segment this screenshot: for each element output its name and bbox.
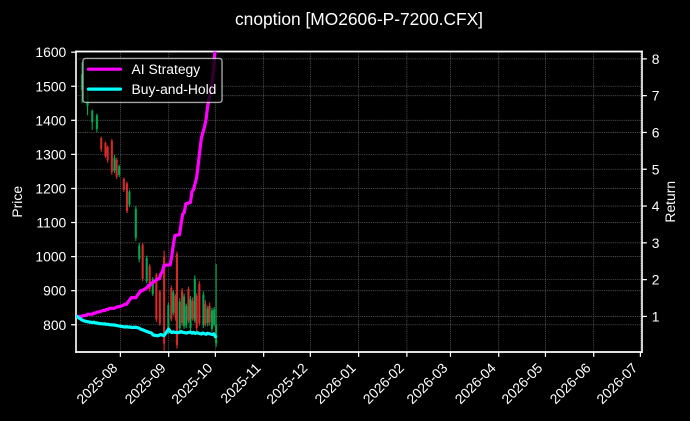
svg-text:800: 800 bbox=[43, 317, 66, 333]
svg-text:Return: Return bbox=[662, 181, 678, 223]
svg-text:1200: 1200 bbox=[35, 180, 66, 196]
svg-text:1000: 1000 bbox=[35, 249, 66, 265]
svg-text:3: 3 bbox=[652, 235, 660, 251]
svg-text:Price: Price bbox=[9, 186, 25, 218]
svg-text:1: 1 bbox=[652, 308, 660, 324]
svg-text:AI Strategy: AI Strategy bbox=[132, 61, 201, 77]
svg-text:4: 4 bbox=[652, 198, 660, 214]
svg-text:1100: 1100 bbox=[36, 215, 66, 231]
svg-text:1500: 1500 bbox=[35, 78, 66, 94]
svg-text:8: 8 bbox=[652, 51, 660, 67]
svg-text:6: 6 bbox=[652, 124, 660, 140]
svg-text:1400: 1400 bbox=[35, 112, 66, 128]
svg-text:1600: 1600 bbox=[35, 44, 66, 60]
svg-text:5: 5 bbox=[652, 161, 660, 177]
svg-text:cnoption [MO2606-P-7200.CFX]: cnoption [MO2606-P-7200.CFX] bbox=[235, 9, 483, 29]
svg-text:900: 900 bbox=[43, 283, 66, 299]
svg-text:7: 7 bbox=[652, 88, 660, 104]
svg-text:2: 2 bbox=[652, 272, 660, 288]
svg-text:Buy-and-Hold: Buy-and-Hold bbox=[132, 81, 217, 97]
svg-text:1300: 1300 bbox=[35, 146, 66, 162]
